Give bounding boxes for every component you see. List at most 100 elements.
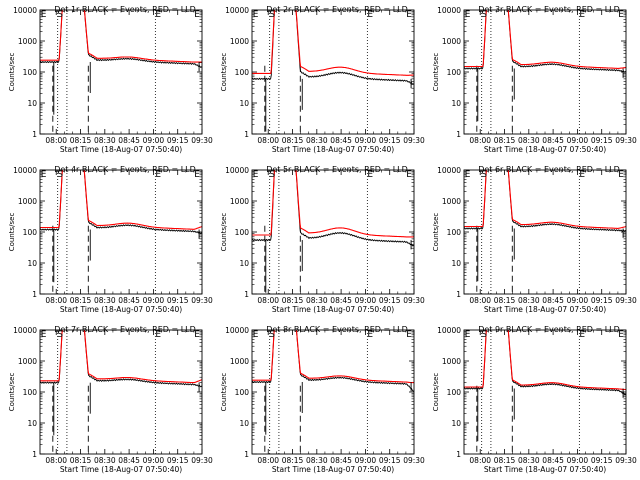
y-tick-label: 100 xyxy=(235,228,250,237)
marker-letter: E xyxy=(253,10,259,20)
x-tick-label: 08:15 xyxy=(282,136,304,145)
panel-frame xyxy=(251,9,415,135)
marker-letter: E xyxy=(618,10,624,20)
y-tick-label: 10000 xyxy=(437,326,461,335)
y-axis-label: Counts/sec xyxy=(220,373,228,412)
plot-area xyxy=(252,10,414,134)
plot-area xyxy=(40,170,202,294)
lld-series-line xyxy=(40,330,202,384)
panel-frame xyxy=(463,9,627,135)
lld-series-line xyxy=(464,170,626,229)
x-tick-label: 09:15 xyxy=(591,136,613,145)
x-tick-label: 08:45 xyxy=(542,456,564,465)
x-tick-label: 09:15 xyxy=(167,456,189,465)
x-tick-label: 08:00 xyxy=(257,296,279,305)
y-axis-label: Counts/sec xyxy=(8,53,16,92)
panel-title: Det 6r BLACK = Events, RED = LLD xyxy=(478,165,620,174)
y-tick-label: 100 xyxy=(23,228,38,237)
y-tick-label: 10 xyxy=(239,259,249,268)
y-tick-label: 10 xyxy=(239,99,249,108)
y-tick-label: 100 xyxy=(23,388,38,397)
lld-series-line xyxy=(40,170,202,230)
x-tick-label: 08:30 xyxy=(518,296,540,305)
x-tick-label: 09:15 xyxy=(591,456,613,465)
x-tick-label: 09:00 xyxy=(143,136,165,145)
y-tick-label: 1000 xyxy=(442,357,461,366)
y-tick-label: 1000 xyxy=(442,197,461,206)
y-tick-label: 1000 xyxy=(18,197,37,206)
x-tick-label: 08:00 xyxy=(469,136,491,145)
y-tick-label: 1 xyxy=(456,130,461,139)
marker-letter: E xyxy=(465,170,471,180)
x-tick-label: 09:30 xyxy=(191,456,213,465)
x-tick-label: 08:30 xyxy=(518,456,540,465)
x-tick-label: 08:30 xyxy=(94,136,116,145)
x-tick-label: 09:15 xyxy=(379,136,401,145)
y-tick-label: 10 xyxy=(239,419,249,428)
x-tick-label: 09:00 xyxy=(567,296,589,305)
marker-letter: E xyxy=(155,170,161,180)
panel-5: Det 5r BLACK = Events, RED = LLD 1 10 100 10… xyxy=(220,165,425,314)
x-axis-label: Start Time (18-Aug-07 07:50:40) xyxy=(272,145,394,154)
x-tick-label: 08:15 xyxy=(282,456,304,465)
x-tick-label: 09:30 xyxy=(403,296,425,305)
x-tick-label: 09:30 xyxy=(615,456,637,465)
y-tick-label: 1 xyxy=(32,130,37,139)
y-tick-label: 1000 xyxy=(230,37,249,46)
x-tick-label: 09:30 xyxy=(191,136,213,145)
x-tick-label: 08:45 xyxy=(542,296,564,305)
x-tick-label: 09:00 xyxy=(143,456,165,465)
y-tick-label: 100 xyxy=(447,228,462,237)
x-tick-label: 08:00 xyxy=(469,296,491,305)
marker-letter: E xyxy=(253,330,259,340)
lld-series-line xyxy=(464,330,626,391)
plot-area xyxy=(40,10,202,134)
x-tick-label: 08:30 xyxy=(306,456,328,465)
y-tick-label: 10000 xyxy=(13,6,37,15)
panel-frame xyxy=(39,169,203,295)
events-series-line xyxy=(252,10,414,85)
panel-frame xyxy=(39,329,203,455)
plot-area xyxy=(40,330,202,454)
y-tick-label: 1000 xyxy=(230,357,249,366)
y-tick-label: 10 xyxy=(451,259,461,268)
y-axis-label: Counts/sec xyxy=(432,213,440,252)
x-tick-label: 08:30 xyxy=(94,296,116,305)
events-series-line xyxy=(40,330,202,388)
panel-title: Det 5r BLACK = Events, RED = LLD xyxy=(266,165,408,174)
y-tick-label: 10 xyxy=(27,419,37,428)
plot-area xyxy=(464,170,626,294)
y-tick-label: 10000 xyxy=(13,326,37,335)
panel-9: Det 9r BLACK = Events, RED = LLD 1 10 100 10… xyxy=(432,325,637,474)
y-tick-label: 10 xyxy=(451,419,461,428)
events-series-line xyxy=(252,330,414,392)
panel-frame xyxy=(463,329,627,455)
panel-3: Det 3r BLACK = Events, RED = LLD 1 10 100 10… xyxy=(432,5,637,154)
x-axis-label: Start Time (18-Aug-07 07:50:40) xyxy=(484,465,606,474)
y-axis-label: Counts/sec xyxy=(220,53,228,92)
marker-letter: E xyxy=(41,170,47,180)
y-tick-label: 10 xyxy=(27,259,37,268)
x-tick-label: 08:45 xyxy=(330,136,352,145)
marker-letter: E xyxy=(367,330,373,340)
y-tick-label: 1 xyxy=(244,130,249,139)
marker-letter: E xyxy=(367,10,373,20)
x-tick-label: 09:15 xyxy=(379,296,401,305)
marker-letter: S xyxy=(269,170,275,180)
panel-title: Det 1r BLACK = Events, RED = LLD xyxy=(54,5,196,14)
lld-series-line xyxy=(464,10,626,69)
y-tick-label: 1 xyxy=(456,290,461,299)
y-axis-label: Counts/sec xyxy=(8,213,16,252)
y-tick-label: 100 xyxy=(235,68,250,77)
y-tick-label: 10000 xyxy=(437,6,461,15)
y-tick-label: 1 xyxy=(32,290,37,299)
x-tick-label: 09:30 xyxy=(403,456,425,465)
y-tick-label: 1000 xyxy=(18,357,37,366)
y-tick-label: 100 xyxy=(235,388,250,397)
x-tick-label: 08:00 xyxy=(257,136,279,145)
panel-title: Det 9r BLACK = Events, RED = LLD xyxy=(478,325,620,334)
x-tick-label: 08:15 xyxy=(282,296,304,305)
marker-letter: E xyxy=(155,10,161,20)
events-series-line xyxy=(464,10,626,73)
plot-area xyxy=(464,10,626,134)
